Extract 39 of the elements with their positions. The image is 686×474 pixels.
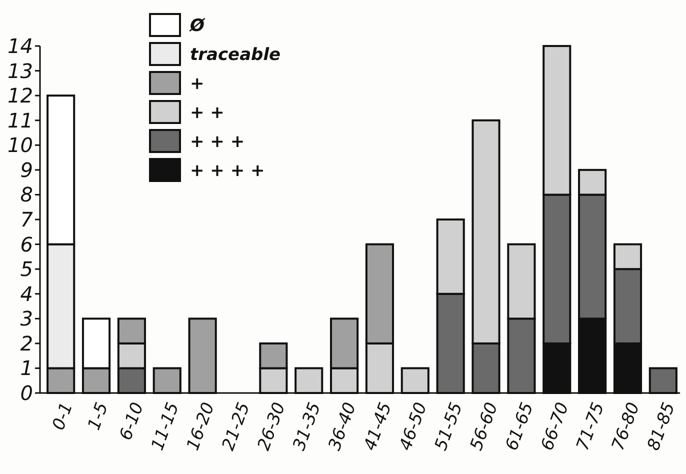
y-tick-label: 5: [20, 257, 33, 282]
legend-label: +: [190, 74, 204, 94]
x-tick-label: 26-30: [254, 400, 290, 454]
legend-label: traceable: [190, 44, 281, 65]
y-tick-label: 3: [20, 306, 33, 331]
x-tick-label: 11-15: [148, 400, 184, 454]
legend-label: + +: [190, 102, 224, 123]
y-tick-label: 1: [20, 356, 33, 380]
x-tick-label: 16-20: [183, 400, 219, 454]
y-tick-label: 12: [8, 84, 33, 108]
x-tick-label: 61-65: [502, 400, 538, 454]
x-tick-label: 66-70: [537, 400, 574, 454]
x-tick-label: 76-80: [608, 400, 644, 454]
legend-label: Ø: [189, 16, 206, 36]
x-tick-label: 56-60: [466, 400, 502, 454]
x-tick-label: 31-35: [289, 400, 326, 454]
x-tick-label: 1-5: [84, 400, 113, 433]
x-tick-label: 6-10: [116, 400, 148, 444]
y-tick-label: 8: [20, 182, 33, 207]
y-tick-label: 0: [20, 381, 33, 405]
x-tick-label: 81-85: [644, 400, 680, 454]
x-tick-label: 71-75: [572, 400, 609, 454]
x-tick-label: 46-50: [396, 400, 432, 454]
y-tick-label: 6: [20, 232, 33, 256]
x-tick-label: 0-1: [48, 400, 78, 433]
y-tick-label: 14: [8, 34, 33, 58]
y-tick-label: 10: [8, 133, 33, 158]
x-tick-label: 51-55: [431, 400, 467, 454]
y-tick-label: 4: [20, 282, 33, 306]
y-tick-label: 7: [20, 208, 34, 232]
y-tick-label: 13: [8, 58, 33, 83]
x-tick-label: 41-45: [360, 400, 396, 454]
legend-label: + + +: [190, 132, 245, 152]
legend-label: + + + +: [190, 160, 265, 181]
x-tick-label: 21-25: [218, 400, 254, 454]
y-tick-label: 11: [8, 108, 33, 132]
y-tick-label: 2: [20, 331, 33, 356]
x-tick-label: 36-40: [324, 400, 361, 454]
y-tick-label: 9: [20, 158, 33, 182]
